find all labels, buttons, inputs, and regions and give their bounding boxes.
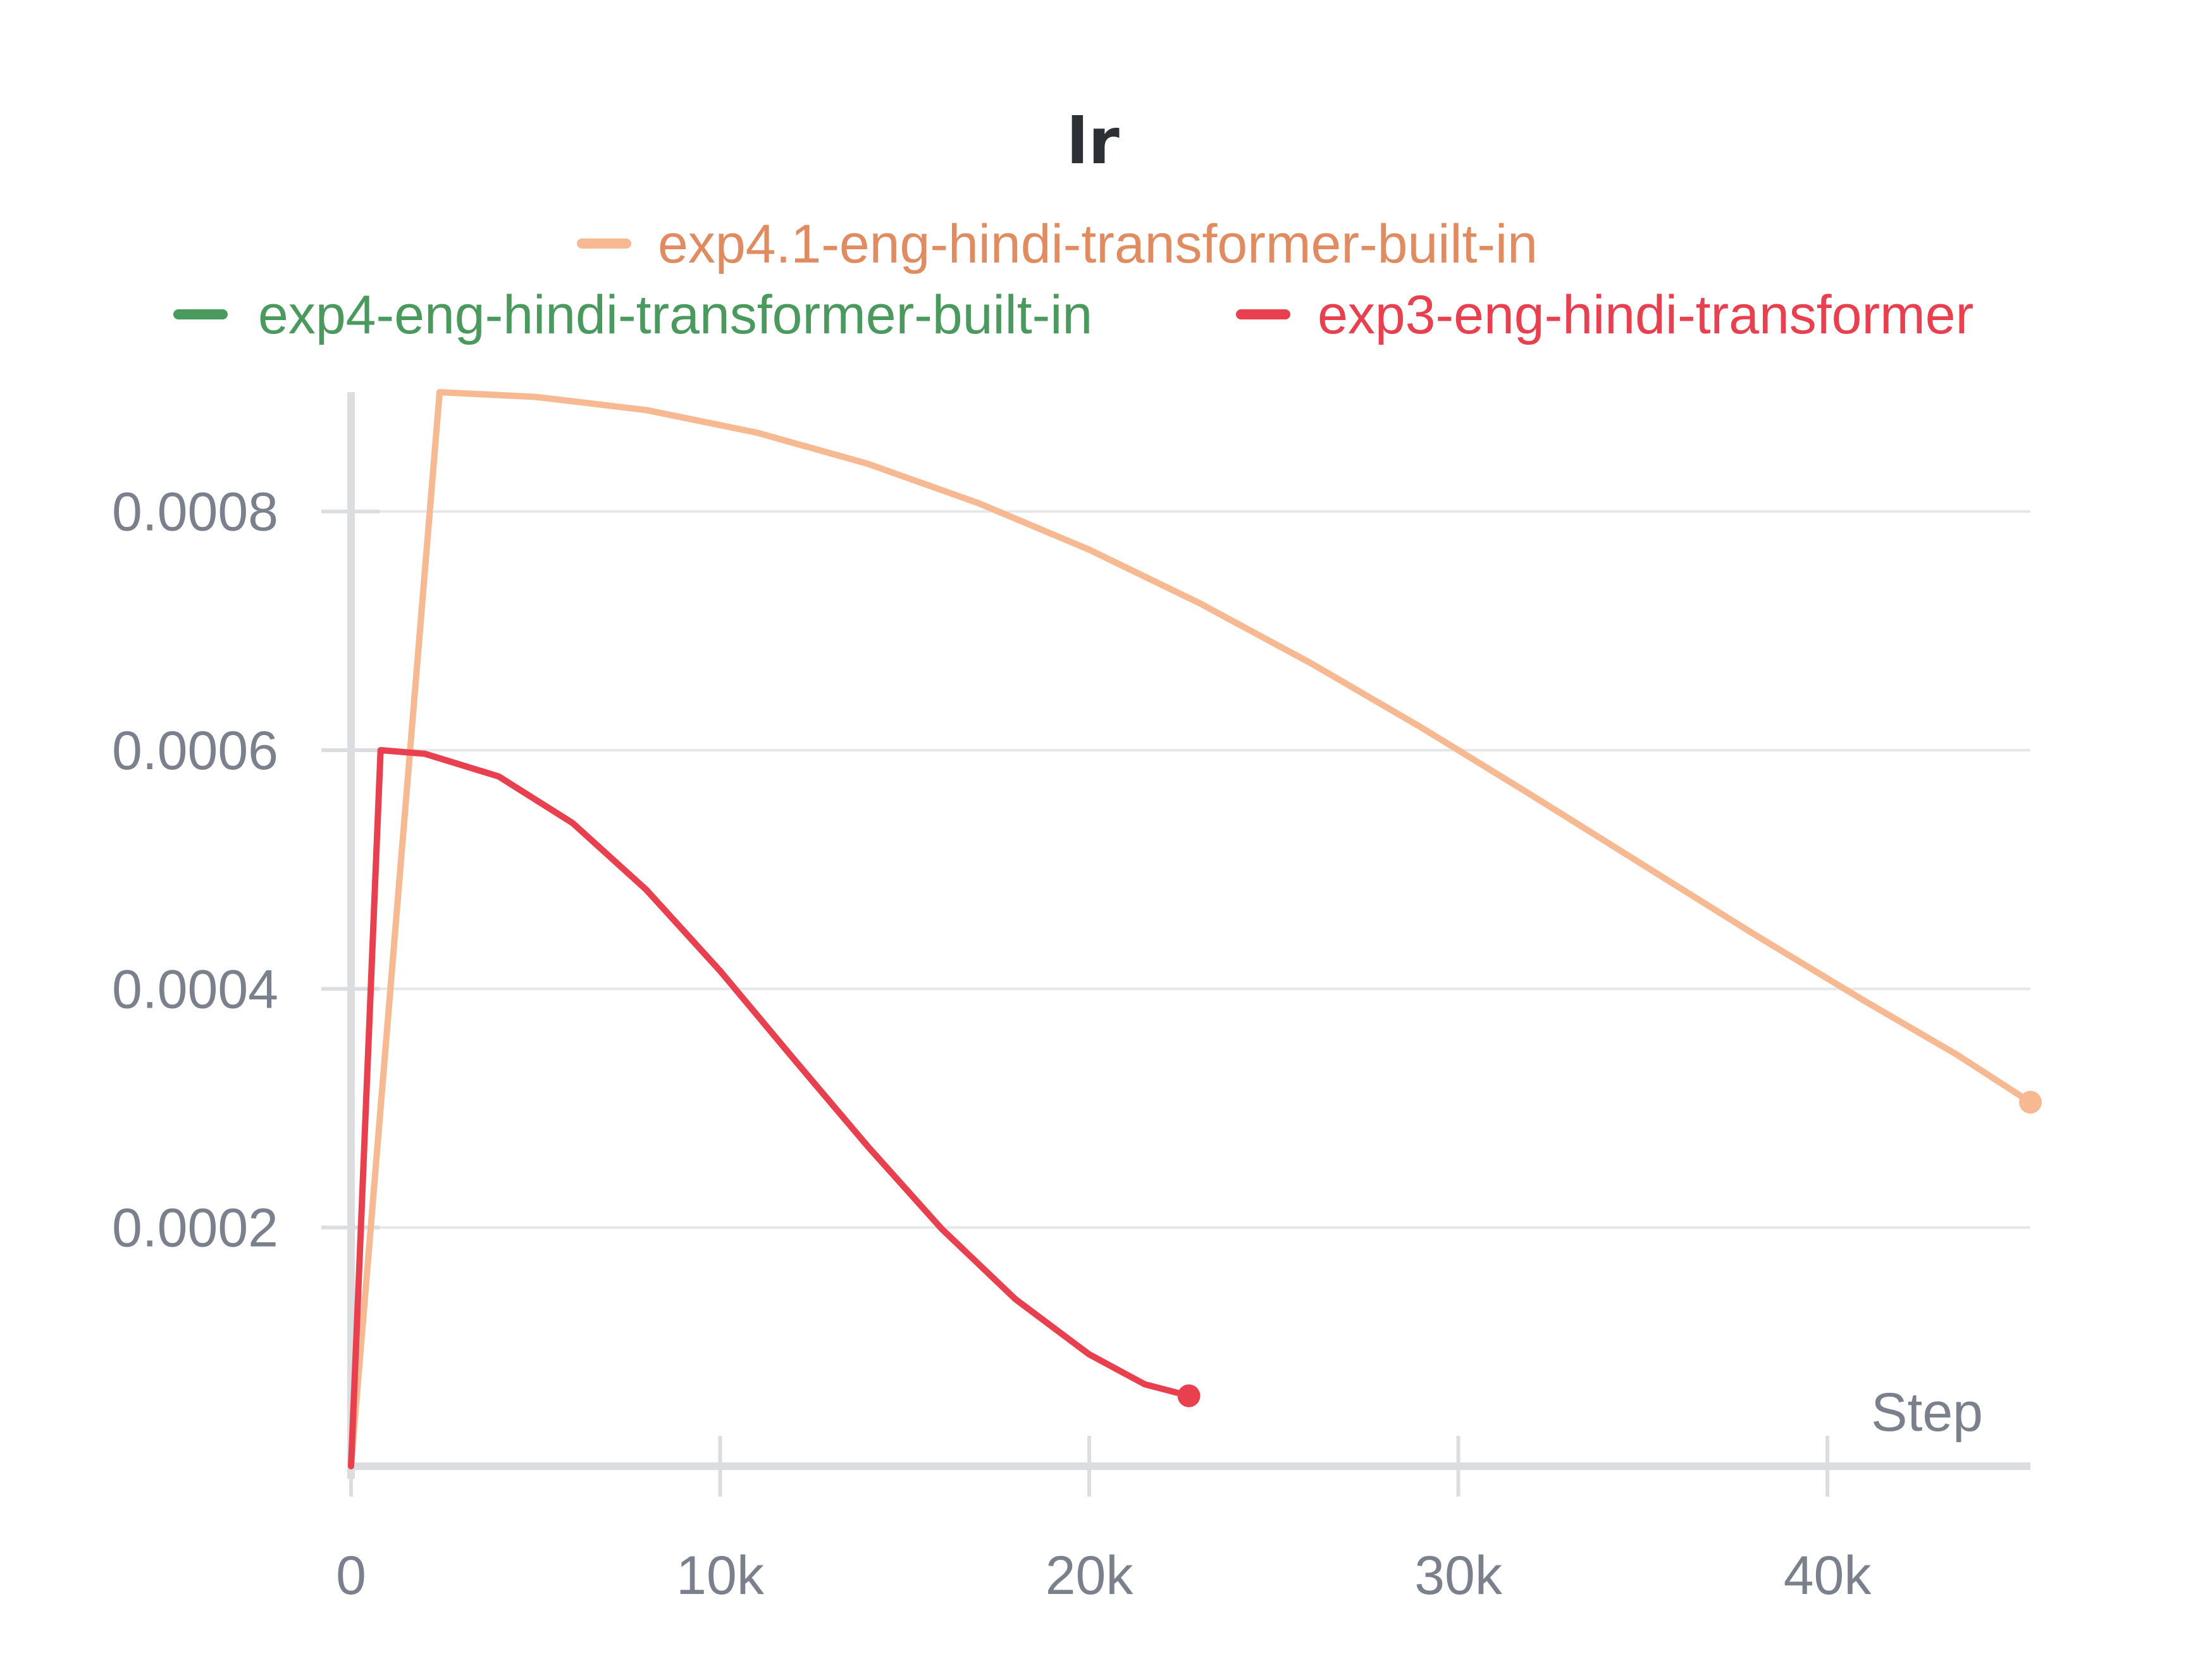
legend: exp4.1-eng-hindi-transformer-built-in exp… <box>173 214 1973 345</box>
y-tick-label: 0.0004 <box>112 959 278 1020</box>
series-line <box>348 389 2034 1469</box>
y-tick-label: 0.0002 <box>112 1198 278 1259</box>
series-end-point <box>1177 1384 1201 1407</box>
legend-item: exp3-eng-hindi-transformer <box>1236 285 1973 345</box>
legend-label: exp4.1-eng-hindi-transformer-built-in <box>658 214 1538 275</box>
series-line <box>348 747 1192 1469</box>
x-tick-label: 40k <box>1784 1545 1872 1606</box>
legend-item: exp4-eng-hindi-transformer-built-in <box>173 285 1092 345</box>
legend-label: exp4-eng-hindi-transformer-built-in <box>258 285 1092 345</box>
x-axis-label: Step <box>1871 1382 1983 1443</box>
y-tick-label: 0.0006 <box>112 720 278 781</box>
x-tick-label: 10k <box>676 1545 765 1606</box>
x-tick-label: 20k <box>1046 1545 1134 1606</box>
grid-lines <box>351 510 2030 1229</box>
y-tick-label: 0.0008 <box>112 482 278 543</box>
x-tick-label: 30k <box>1414 1545 1503 1606</box>
series-end-point <box>2019 1090 2042 1114</box>
legend-label: exp3-eng-hindi-transformer <box>1318 285 1973 345</box>
axes: 0.0002 0.0004 0.0006 0.0008 0 10k 20k 30k 40k <box>112 392 2030 1606</box>
series-layer <box>348 389 2042 1469</box>
chart-title: lr <box>1066 104 1120 178</box>
legend-item: exp4.1-eng-hindi-transformer-built-in <box>577 214 1538 275</box>
x-tick-label: 0 <box>336 1545 366 1606</box>
